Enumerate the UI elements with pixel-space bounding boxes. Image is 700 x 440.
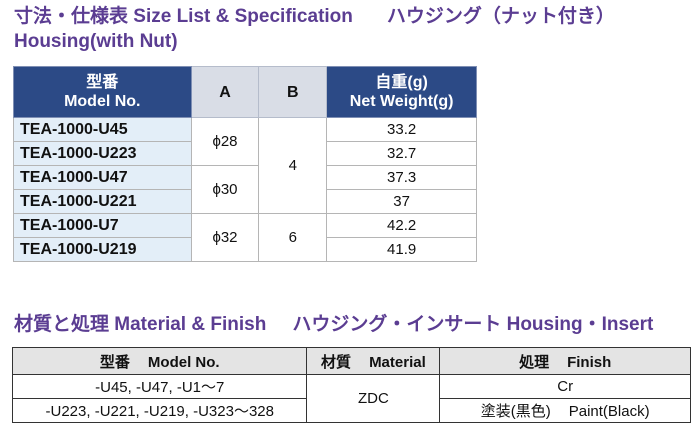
weight-cell: 37.3 [326, 165, 477, 190]
table-row: TEA-1000-U219 41.9 [13, 237, 477, 262]
size-list-title-sub: ハウジング（ナット付き） [386, 6, 615, 27]
header-b: B [258, 66, 328, 118]
header-net-weight: 自重(g) Net Weight(g) [326, 66, 477, 118]
dim-a-cell: ϕ32 [190, 213, 260, 262]
weight-cell: 33.2 [326, 117, 477, 142]
size-list-title: 寸法・仕様表 Size List & Specification ハウジング（ナッ… [14, 6, 615, 28]
model-cell: TEA-1000-U221 [13, 189, 192, 214]
material-finish-title-sub: ハウジング・インサート Housing・Insert [292, 314, 654, 335]
dim-b-cell: 6 [258, 213, 328, 262]
size-list-title-main: 寸法・仕様表 Size List & Specification [14, 6, 353, 27]
header-material: 材質 Material [306, 347, 441, 375]
finish-cell: 塗装(黒色) Paint(Black) [439, 398, 691, 423]
weight-cell: 41.9 [326, 237, 477, 262]
header-model-no: 型番 Model No. [11, 347, 308, 375]
material-table-header-row: 型番 Model No. 材質 Material 処理 Finish [11, 347, 691, 375]
table-row: TEA-1000-U45 ϕ28 4 33.2 [13, 117, 477, 214]
weight-cell: 42.2 [326, 213, 477, 238]
material-finish-title: 材質と処理 Material & Finish ハウジング・インサート Housi… [14, 314, 653, 336]
finish-cell: Cr [439, 374, 691, 399]
housing-subtitle: Housing(with Nut) [14, 31, 178, 52]
models-cell: -U45, -U47, -U1～7 [11, 374, 308, 399]
header-model-no: 型番 Model No. [13, 66, 192, 118]
model-cell: TEA-1000-U7 [13, 213, 192, 238]
model-cell: TEA-1000-U47 [13, 165, 192, 190]
table-row: TEA-1000-U7 ϕ32 6 42.2 [13, 213, 477, 262]
weight-cell: 37 [326, 189, 477, 214]
table-row: TEA-1000-U223 32.7 [13, 141, 477, 166]
dim-a-cell: ϕ30 [190, 165, 260, 214]
header-finish: 処理 Finish [439, 347, 691, 375]
material-cell: ZDC [306, 374, 441, 423]
dim-a-cell: ϕ28 [190, 117, 260, 166]
model-cell: TEA-1000-U223 [13, 141, 192, 166]
size-table-header-row: 型番 Model No. A B 自重(g) Net Weight(g) [13, 66, 477, 118]
model-cell: TEA-1000-U219 [13, 237, 192, 262]
model-cell: TEA-1000-U45 [13, 117, 192, 142]
material-finish-table: 型番 Model No. 材質 Material 処理 Finish -U45, -U… [11, 347, 691, 423]
table-row: -U223, -U221, -U219, -U323～328 塗装(黒色) Pai… [11, 398, 691, 423]
size-spec-table: 型番 Model No. A B 自重(g) Net Weight(g) TEA… [13, 66, 477, 262]
header-a: A [190, 66, 260, 118]
dim-b-cell: 4 [258, 117, 328, 214]
table-row: -U45, -U47, -U1～7 ZDC Cr [11, 374, 691, 423]
weight-cell: 32.7 [326, 141, 477, 166]
models-cell: -U223, -U221, -U219, -U323～328 [11, 398, 308, 423]
table-row: TEA-1000-U47 ϕ30 37.3 [13, 165, 477, 214]
material-finish-title-main: 材質と処理 Material & Finish [14, 314, 267, 335]
